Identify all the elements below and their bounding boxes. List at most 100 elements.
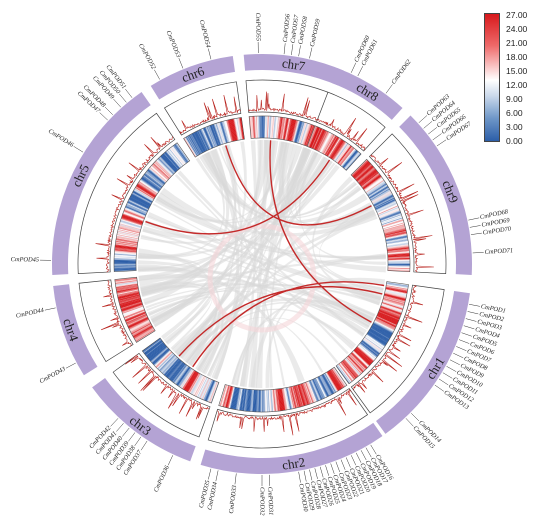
- heat-cell: [345, 152, 361, 170]
- heat-cell: [194, 132, 205, 153]
- heat-cell: [343, 359, 359, 377]
- heat-cell: [116, 287, 139, 294]
- heat-cell: [345, 358, 361, 376]
- heat-cell: [309, 380, 320, 401]
- heat-cell: [127, 315, 148, 326]
- heat-cell: [150, 165, 168, 181]
- heat-cell: [124, 207, 146, 217]
- heat-cell: [257, 389, 260, 412]
- heat-cell: [129, 319, 150, 331]
- heat-cell: [114, 260, 137, 262]
- heat-cell: [307, 381, 316, 403]
- chromosome-label-chr2: chr2: [281, 454, 306, 472]
- heat-cell: [387, 248, 410, 252]
- heat-cell: [311, 127, 321, 149]
- heat-cell: [159, 354, 176, 372]
- gene-label: CmPOD31: [266, 487, 274, 516]
- heat-cell: [162, 357, 179, 375]
- heat-cell: [364, 336, 383, 351]
- gene-leader-line: [446, 366, 457, 372]
- heat-frame: [141, 337, 220, 404]
- density-line: [370, 154, 434, 273]
- heat-cell: [117, 230, 140, 237]
- heat-cell: [145, 341, 164, 356]
- heat-cell: [145, 171, 164, 186]
- gray-link: [165, 141, 247, 345]
- heat-cell: [370, 188, 390, 201]
- heat-cell: [198, 129, 209, 151]
- heat-cell: [320, 375, 332, 396]
- heat-cell: [119, 221, 142, 229]
- heat-cell: [130, 321, 151, 333]
- heat-cell: [168, 148, 183, 167]
- heat-cell: [264, 116, 267, 139]
- heat-cell: [275, 389, 280, 412]
- heat-cell: [386, 241, 409, 246]
- gene-label: CmPOD33: [228, 485, 238, 514]
- heat-frame: [306, 125, 362, 171]
- gene-leader-line: [436, 139, 447, 147]
- line-track-frame: [164, 81, 242, 136]
- heat-cell: [119, 296, 141, 304]
- heat-cell: [336, 144, 351, 163]
- heat-cell: [122, 214, 144, 223]
- heat-cell: [288, 119, 295, 142]
- heat-cell: [179, 368, 193, 388]
- gene-leader-line: [119, 93, 127, 103]
- heat-cell: [346, 356, 363, 374]
- heat-cell: [364, 336, 384, 350]
- gene-label: CmPOD56: [282, 13, 292, 43]
- heat-cell: [295, 385, 302, 407]
- heat-cell: [154, 161, 172, 178]
- heat-cell: [385, 290, 407, 296]
- heat-cell: [141, 177, 160, 192]
- heat-cell: [150, 346, 168, 362]
- heat-cell: [182, 370, 195, 390]
- heat-cell: [278, 117, 282, 140]
- heat-cell: [208, 125, 217, 147]
- heat-cell: [202, 379, 213, 400]
- heat-cell: [377, 313, 399, 323]
- heat-cell: [192, 375, 204, 396]
- heat-cell: [175, 366, 190, 385]
- heat-cell: [207, 126, 217, 147]
- heat-cell: [148, 168, 166, 184]
- chromosome-label-chr4: chr4: [60, 316, 82, 343]
- heat-cell: [289, 119, 296, 142]
- heat-cell: [310, 379, 320, 401]
- heat-cell: [308, 126, 318, 148]
- heat-cell: [168, 148, 184, 167]
- heat-cell: [279, 117, 284, 140]
- heat-cell: [344, 358, 360, 376]
- gene-leader-line: [385, 84, 393, 94]
- heat-cell: [157, 158, 174, 175]
- heat-cell: [377, 312, 399, 322]
- heat-cell: [121, 217, 143, 226]
- heat-cell: [157, 353, 174, 370]
- heat-cell: [295, 121, 303, 143]
- heat-cell: [376, 201, 397, 212]
- heat-cell: [270, 116, 273, 139]
- density-line: [353, 285, 424, 393]
- heat-cell: [238, 388, 244, 411]
- heat-cell: [146, 170, 165, 186]
- heat-cell: [117, 291, 140, 298]
- heat-cell: [172, 364, 187, 383]
- heat-cell: [235, 387, 241, 410]
- gene-leader-line: [208, 48, 212, 60]
- heat-cell: [114, 268, 137, 271]
- heat-cell: [237, 117, 243, 140]
- heat-cell: [380, 307, 402, 316]
- heat-cell: [166, 150, 182, 168]
- heat-cell: [185, 371, 198, 392]
- heat-cell: [384, 230, 407, 237]
- heat-cell: [174, 365, 189, 385]
- heat-cell: [308, 380, 318, 402]
- heat-cell: [114, 250, 137, 254]
- gene-label: CmPOD59: [309, 17, 322, 47]
- heat-cell: [315, 129, 326, 151]
- heat-cell: [237, 117, 242, 140]
- heat-cell: [205, 126, 215, 148]
- heat-cell: [332, 368, 346, 387]
- heat-cell: [349, 353, 367, 370]
